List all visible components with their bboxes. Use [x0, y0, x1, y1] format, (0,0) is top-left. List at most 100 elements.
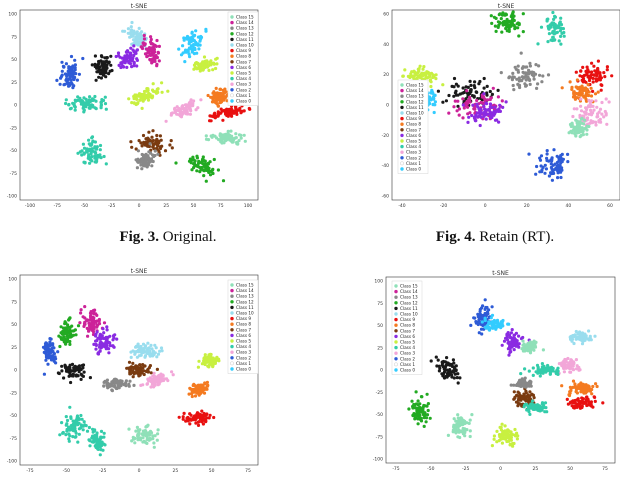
point [137, 34, 142, 38]
point [586, 75, 590, 79]
point [76, 324, 81, 328]
point [559, 161, 563, 165]
legend-label: Class 15 [236, 283, 254, 288]
point [513, 27, 517, 31]
point [568, 80, 572, 84]
point [505, 431, 509, 436]
legend-label: Class 15 [406, 83, 424, 88]
point [83, 305, 87, 309]
legend-label: Class 4 [236, 76, 251, 81]
point [133, 441, 137, 445]
cluster-class-11 [76, 135, 108, 166]
point [519, 372, 523, 376]
x-tick-label: 75 [245, 468, 251, 474]
y-tick-label: 0 [386, 103, 389, 109]
point [482, 322, 486, 327]
point [93, 150, 97, 154]
point [67, 66, 71, 70]
point [225, 112, 229, 116]
point [547, 31, 551, 36]
point [521, 346, 525, 350]
point [470, 113, 474, 118]
point [550, 167, 554, 172]
point [99, 337, 103, 341]
point [562, 362, 567, 366]
x-tick-label: -100 [25, 203, 35, 209]
point [134, 147, 138, 151]
point [472, 316, 476, 320]
point [532, 348, 536, 352]
point [67, 425, 71, 429]
point [91, 330, 96, 334]
point [572, 341, 576, 346]
point [524, 73, 528, 77]
point [61, 431, 65, 435]
point [151, 145, 155, 149]
point [220, 135, 225, 139]
legend-marker [230, 356, 234, 360]
y-tick-label: 20 [383, 72, 389, 78]
point [577, 368, 581, 372]
point [480, 306, 484, 310]
y-tick-label: 75 [11, 34, 17, 40]
point [558, 20, 562, 24]
point [463, 428, 467, 433]
legend-marker [230, 26, 234, 30]
point [407, 407, 411, 411]
point [216, 168, 220, 172]
point [49, 337, 53, 341]
point [77, 72, 81, 76]
point [482, 86, 486, 90]
point [486, 98, 490, 102]
point [580, 383, 584, 387]
point [225, 107, 229, 111]
point [559, 27, 563, 31]
point [84, 424, 88, 428]
point [148, 349, 152, 353]
point [63, 82, 67, 86]
point [90, 136, 94, 140]
point [149, 37, 153, 42]
point [552, 17, 556, 21]
point [141, 93, 145, 97]
point [546, 73, 551, 77]
point [153, 43, 157, 48]
y-tick-label: 40 [383, 42, 389, 48]
point [158, 134, 162, 138]
point [90, 440, 94, 444]
legend-marker [230, 20, 234, 25]
point [441, 83, 445, 87]
point [589, 108, 593, 112]
point [214, 66, 218, 71]
point [66, 366, 70, 370]
point [93, 154, 97, 158]
point [506, 331, 510, 335]
point [506, 322, 510, 326]
point [140, 160, 144, 164]
point [453, 91, 457, 95]
point [516, 64, 520, 68]
point [42, 350, 46, 354]
point [62, 376, 66, 380]
point [487, 308, 491, 312]
point [72, 70, 76, 74]
point [188, 112, 192, 116]
point [591, 384, 595, 389]
point [566, 160, 570, 164]
point [505, 429, 509, 433]
point [574, 118, 578, 122]
point [579, 69, 583, 73]
y-tick-label: 50 [11, 322, 17, 328]
point [201, 155, 205, 159]
point [420, 71, 424, 75]
legend-label: Class 11 [400, 306, 418, 311]
point [538, 158, 543, 162]
point [517, 34, 521, 38]
point [207, 416, 211, 420]
legend-label: Class 2 [406, 155, 421, 160]
point [526, 406, 531, 410]
point [61, 338, 65, 342]
point [62, 65, 66, 69]
point [431, 73, 435, 77]
point [452, 94, 456, 98]
